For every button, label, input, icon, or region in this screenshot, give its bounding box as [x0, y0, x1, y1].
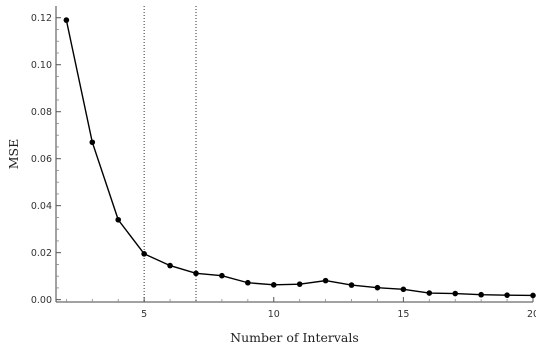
x-tick-label: 5: [141, 309, 147, 320]
data-point: [348, 282, 355, 288]
data-point: [193, 270, 199, 277]
data-point: [245, 279, 251, 286]
data-point: [400, 286, 407, 293]
series-line: [65, 19, 534, 297]
x-tick-label: 10: [268, 309, 280, 320]
y-tick-label: 0.08: [31, 107, 52, 118]
minor-ticks: [56, 29, 508, 302]
data-points: [63, 17, 536, 299]
data-point: [322, 277, 329, 284]
data-point: [63, 17, 70, 23]
data-point: [89, 139, 96, 146]
x-tick-label: 20: [527, 309, 536, 320]
y-tick-label: 0.12: [31, 13, 52, 24]
data-point: [270, 282, 277, 288]
y-ticks: 0.00 0.02 0.04 0.06 0.08 0.10 0.12: [31, 13, 61, 306]
y-axis-title: MSE: [6, 139, 21, 170]
y-tick-label: 0.06: [31, 154, 52, 165]
y-tick-label: 0.04: [31, 201, 52, 212]
data-point: [530, 292, 536, 299]
y-tick-label: 0.02: [31, 248, 52, 259]
data-point: [296, 281, 303, 287]
data-point: [115, 216, 122, 223]
x-ticks: 5 10 15 20: [141, 297, 536, 320]
data-point: [374, 284, 381, 291]
data-point: [504, 292, 510, 298]
data-point: [219, 272, 225, 279]
axes: [55, 6, 533, 303]
data-point: [478, 291, 484, 298]
data-point: [167, 262, 173, 269]
x-tick-label: 15: [397, 309, 409, 320]
y-tick-label: 0.10: [31, 60, 52, 71]
x-axis-title: Number of Intervals: [230, 330, 359, 345]
data-point: [141, 251, 147, 257]
data-point: [452, 290, 459, 297]
data-point: [426, 290, 433, 296]
y-tick-label: 0.00: [31, 295, 52, 306]
